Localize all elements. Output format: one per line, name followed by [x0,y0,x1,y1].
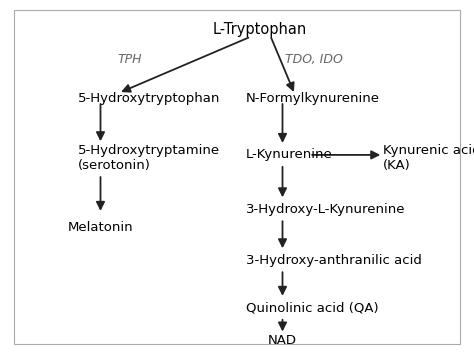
Text: 3-Hydroxy-anthranilic acid: 3-Hydroxy-anthranilic acid [246,254,422,267]
Text: 5-Hydroxytryptamine
(serotonin): 5-Hydroxytryptamine (serotonin) [78,144,220,172]
Text: Kynurenic acid
(KA): Kynurenic acid (KA) [383,144,474,172]
Text: TPH: TPH [118,53,142,66]
Text: L-Tryptophan: L-Tryptophan [213,22,307,37]
Text: NAD: NAD [268,333,297,347]
Text: N-Formylkynurenine: N-Formylkynurenine [246,92,380,105]
Text: Quinolinic acid (QA): Quinolinic acid (QA) [246,301,379,314]
Text: TDO, IDO: TDO, IDO [285,53,343,66]
Text: 3-Hydroxy-L-Kynurenine: 3-Hydroxy-L-Kynurenine [246,203,406,216]
Text: Melatonin: Melatonin [68,222,133,234]
Text: L-Kynurenine: L-Kynurenine [246,148,333,161]
Text: 5-Hydroxytryptophan: 5-Hydroxytryptophan [78,92,220,105]
